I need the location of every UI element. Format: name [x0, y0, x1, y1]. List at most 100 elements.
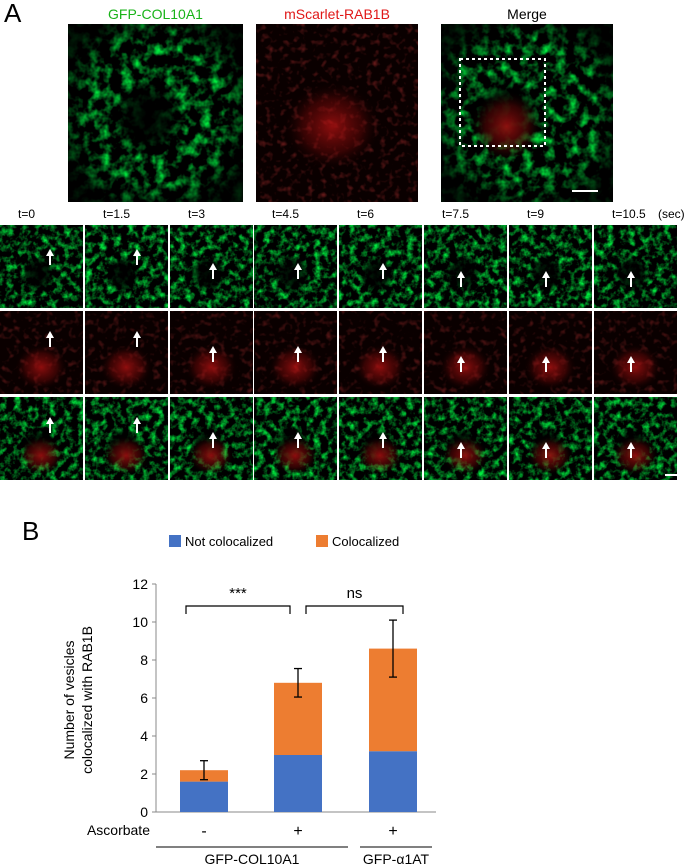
image-merge: [441, 24, 613, 202]
arrow-icon: [294, 346, 302, 353]
timelapse-frame: [424, 311, 507, 394]
arrow-icon: [379, 432, 387, 439]
legend-label-colocalized: Colocalized: [332, 534, 399, 549]
arrow-icon: [627, 271, 635, 278]
panel-a-letter: A: [4, 0, 22, 28]
time-unit-label: (sec): [658, 207, 685, 221]
ascorbate-row-label: Ascorbate: [87, 822, 150, 838]
timelapse-frame: [85, 225, 168, 308]
timelapse-frame: [0, 225, 83, 308]
time-label: t=3: [188, 207, 206, 221]
legend-swatch-not-colocalized: [169, 535, 181, 547]
y-tick-label: 8: [140, 652, 148, 668]
arrow-icon: [133, 417, 141, 424]
category-label: -: [201, 823, 206, 840]
error-bar: [200, 760, 208, 781]
channel-label-merge: Merge: [507, 6, 547, 22]
arrow-icon: [294, 432, 302, 439]
bar-not-colocalized: [180, 781, 228, 812]
time-label: t=1.5: [103, 207, 131, 221]
timelapse-frame: [594, 311, 677, 394]
timelapse-frame: [594, 225, 677, 308]
significance-bracket: ns: [305, 585, 404, 614]
image-mscarlet-rab1b: [256, 24, 418, 202]
legend-swatch-colocalized: [316, 535, 328, 547]
arrow-icon: [627, 356, 635, 363]
arrow-icon: [209, 263, 217, 270]
group-label: GFP-α1AT: [360, 846, 432, 866]
timelapse-frame: [0, 397, 83, 480]
timelapse-frame: [254, 225, 337, 308]
arrow-icon: [46, 331, 54, 338]
arrow-icon: [133, 249, 141, 256]
bar-not-colocalized: [369, 751, 417, 812]
timelapse-frame: [509, 225, 592, 308]
time-label: t=0: [18, 207, 36, 221]
stacked-bar-chart: Not colocalized Colocalized Number of ve…: [61, 534, 436, 866]
arrow-icon: [133, 331, 141, 338]
arrow-icon: [542, 442, 550, 449]
timelapse-frame: [254, 397, 337, 480]
arrow-icon: [457, 271, 465, 278]
arrow-icon: [209, 346, 217, 353]
group-label: GFP-COL10A1: [156, 846, 348, 866]
arrow-icon: [457, 442, 465, 449]
significance-label: ns: [347, 585, 363, 602]
timelapse-frame: [254, 311, 337, 394]
micrograph-area: [0, 24, 677, 480]
timelapse-frame: [85, 397, 168, 480]
timelapse-frame: [509, 311, 592, 394]
time-label: t=6: [357, 207, 375, 221]
image-gfp-col10a1: [68, 24, 243, 202]
arrow-icon: [46, 417, 54, 424]
time-label: t=9: [527, 207, 545, 221]
arrow-icon: [294, 263, 302, 270]
arrow-icon: [46, 249, 54, 256]
arrow-icon: [379, 346, 387, 353]
timelapse-frame: [594, 397, 677, 480]
significance-label: ***: [229, 585, 247, 602]
significance-bracket: ***: [185, 585, 291, 614]
timelapse-frame: [170, 225, 253, 308]
zoom-box: [459, 58, 546, 147]
timelapse-grid: [0, 225, 677, 480]
timelapse-frame: [85, 311, 168, 394]
y-axis-label-line2: colocalized with RAB1B: [79, 626, 95, 774]
timelapse-frame: [424, 397, 507, 480]
timelapse-frame: [339, 397, 422, 480]
category-label: +: [293, 823, 302, 840]
timelapse-frame: [339, 225, 422, 308]
bar-not-colocalized: [274, 755, 322, 812]
arrow-icon: [627, 442, 635, 449]
svg-text:GFP-α1AT: GFP-α1AT: [363, 851, 430, 866]
time-label: t=4.5: [272, 207, 300, 221]
panel-b-letter: B: [22, 516, 40, 546]
y-tick-label: 4: [140, 728, 148, 744]
time-label: t=10.5: [612, 207, 646, 221]
category-label: +: [388, 823, 397, 840]
timelapse-frame: [424, 225, 507, 308]
arrow-icon: [542, 271, 550, 278]
channel-label-gfp: GFP-COL10A1: [108, 6, 203, 22]
arrow-icon: [542, 356, 550, 363]
y-tick-label: 10: [132, 614, 148, 630]
svg-text:GFP-COL10A1: GFP-COL10A1: [205, 851, 300, 866]
legend-label-not-colocalized: Not colocalized: [185, 534, 273, 549]
timelapse-frame: [509, 397, 592, 480]
y-axis-label-line1: Number of vesicles: [61, 640, 77, 759]
channel-label-mscarlet: mScarlet-RAB1B: [284, 6, 390, 22]
y-tick-label: 12: [132, 576, 148, 592]
time-label: t=7.5: [442, 207, 470, 221]
timelapse-frame: [170, 397, 253, 480]
y-tick-label: 0: [140, 804, 148, 820]
y-tick-label: 2: [140, 766, 148, 782]
arrow-icon: [379, 263, 387, 270]
timelapse-frame: [0, 311, 83, 394]
y-tick-label: 6: [140, 690, 148, 706]
arrow-icon: [457, 356, 465, 363]
timelapse-frame: [339, 311, 422, 394]
arrow-icon: [209, 432, 217, 439]
error-bar: [294, 667, 302, 698]
timelapse-frame: [170, 311, 253, 394]
